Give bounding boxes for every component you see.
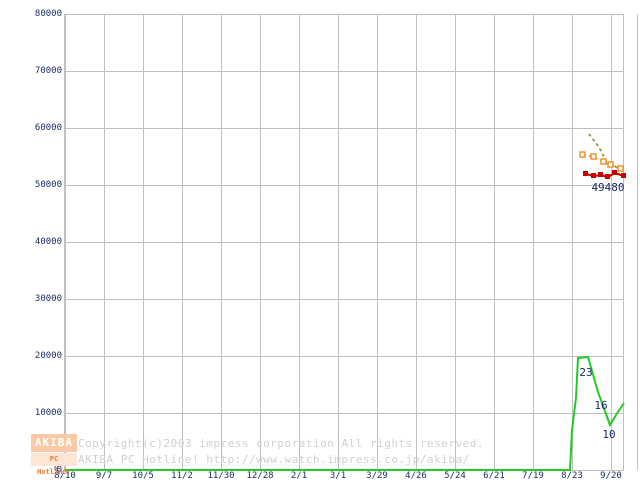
y-tick-4: 40000 xyxy=(34,237,62,247)
x-tick-1: 9/7 xyxy=(95,471,113,481)
y-axis-line xyxy=(64,14,65,471)
x-tick-2: 10/5 xyxy=(132,471,154,481)
data-label-count-16: 16 xyxy=(594,399,608,412)
x-tick-3: 11/2 xyxy=(171,471,193,481)
data-label-count-10: 10 xyxy=(602,428,616,441)
credits-block: Copyright(c)2003 impress corporation All… xyxy=(78,436,484,468)
gridline-v-0 xyxy=(65,14,66,470)
y-tick-3: 30000 xyxy=(34,294,62,304)
y-tick-8: 80000 xyxy=(34,9,62,19)
gridline-h-60000 xyxy=(65,128,624,129)
gridline-v-14 xyxy=(611,14,612,470)
y-tick-7: 70000 xyxy=(34,66,62,76)
x-tick-8: 3/29 xyxy=(366,471,388,481)
x-tick-6: 2/1 xyxy=(290,471,308,481)
x-tick-10: 5/24 xyxy=(444,471,466,481)
gridline-v-12 xyxy=(533,14,534,470)
y-tick-0: 0 xyxy=(57,466,62,475)
gridline-h-50000 xyxy=(65,185,624,186)
akiba-logo-title: AKIBA xyxy=(31,434,77,452)
x-tick-13: 8/23 xyxy=(561,471,583,481)
gridline-v-8 xyxy=(377,14,378,470)
x-tick-11: 6/21 xyxy=(483,471,505,481)
akiba-logo-subtitle: PC Hotline! xyxy=(31,453,77,476)
series-lowest-price-markers xyxy=(583,170,626,179)
gridline-v-11 xyxy=(494,14,495,470)
y-tick-6: 60000 xyxy=(34,123,62,133)
gridline-v-7 xyxy=(338,14,339,470)
series-upper-price-trend xyxy=(588,133,622,172)
gridline-h-10000 xyxy=(65,413,624,414)
gridline-v-6 xyxy=(299,14,300,470)
site-url-line: AKIBA PC Hotline! http://www.watch.impre… xyxy=(78,453,470,466)
series-shop-count xyxy=(65,355,625,471)
gridline-v-3 xyxy=(182,14,183,470)
gridline-h-20000 xyxy=(65,356,624,357)
gridline-v-5 xyxy=(260,14,261,470)
gridline-h-30000 xyxy=(65,299,624,300)
x-tick-14: 9/20 xyxy=(600,471,622,481)
gridline-h-80000 xyxy=(65,14,624,15)
y-axis-labels: 80000 70000 60000 50000 40000 30000 2000… xyxy=(0,0,62,480)
data-label-count-23: 23 xyxy=(579,366,593,379)
gridline-v-13 xyxy=(572,14,573,470)
series-mid-price-markers xyxy=(579,151,624,172)
plot-area xyxy=(65,14,638,471)
x-tick-5: 12/28 xyxy=(246,471,274,481)
y-tick-5: 50000 xyxy=(34,180,62,190)
x-tick-0: 8/10 xyxy=(54,471,76,481)
gridline-h-40000 xyxy=(65,242,624,243)
x-axis-labels: 8/10 9/7 10/5 11/2 11/30 12/28 2/1 3/1 3… xyxy=(0,470,640,482)
akiba-logo: AKIBA PC Hotline! xyxy=(31,434,77,476)
y-tick-2: 20000 xyxy=(34,351,62,361)
gridline-v-15 xyxy=(637,14,638,470)
gridline-v-10 xyxy=(455,14,456,470)
x-tick-7: 3/1 xyxy=(329,471,347,481)
gridline-v-4 xyxy=(221,14,222,470)
data-label-lowest-price: 49480 xyxy=(591,181,625,194)
gridline-v-9 xyxy=(416,14,417,470)
x-tick-12: 7/19 xyxy=(522,471,544,481)
gridline-h-70000 xyxy=(65,71,624,72)
x-tick-9: 4/26 xyxy=(405,471,427,481)
origin-zero-label: 0 xyxy=(54,465,59,473)
copyright-line: Copyright(c)2003 impress corporation All… xyxy=(78,437,484,450)
y-tick-1: 10000 xyxy=(34,408,62,418)
gridline-v-1 xyxy=(104,14,105,470)
gridline-v-15b xyxy=(623,14,624,470)
x-tick-4: 11/30 xyxy=(207,471,235,481)
gridline-v-2 xyxy=(143,14,144,470)
